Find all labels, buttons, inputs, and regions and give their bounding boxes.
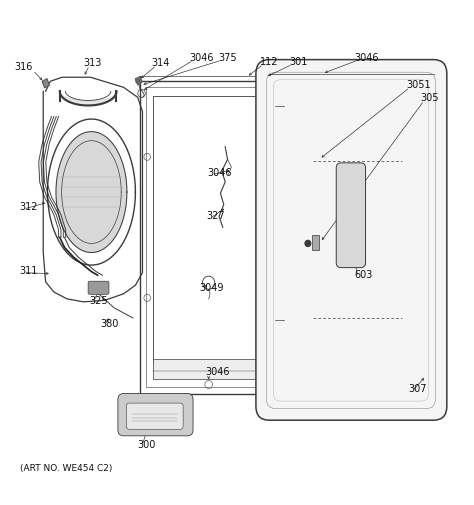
Text: 325: 325 [90,296,108,306]
FancyBboxPatch shape [88,281,109,294]
Circle shape [136,78,142,84]
Text: 312: 312 [19,202,38,212]
Bar [312,235,319,250]
Text: 314: 314 [151,58,169,68]
Text: 3046: 3046 [354,53,379,63]
Text: 380: 380 [100,319,118,329]
Text: 300: 300 [138,440,156,450]
Text: 311: 311 [19,266,38,276]
Text: 316: 316 [15,62,33,72]
Text: 3051: 3051 [406,80,431,90]
Circle shape [305,240,311,246]
FancyBboxPatch shape [256,60,447,420]
FancyBboxPatch shape [127,403,183,429]
Text: 603: 603 [354,270,373,280]
Bar [153,359,262,379]
Text: (ART NO. WE454 C2): (ART NO. WE454 C2) [19,464,112,473]
Text: 3046: 3046 [205,367,229,377]
Text: 307: 307 [408,384,427,394]
FancyBboxPatch shape [118,393,193,436]
Text: 313: 313 [83,58,102,68]
Polygon shape [56,132,127,252]
Text: 301: 301 [289,57,307,67]
Text: 327: 327 [206,211,225,221]
Text: 3046: 3046 [208,168,232,178]
Text: 3049: 3049 [199,283,224,293]
Text: 3046: 3046 [190,53,214,63]
Polygon shape [42,79,49,88]
Bar [153,96,269,363]
Text: 305: 305 [420,93,439,104]
Text: 375: 375 [218,53,237,63]
FancyBboxPatch shape [336,163,365,268]
Text: 112: 112 [260,57,278,67]
